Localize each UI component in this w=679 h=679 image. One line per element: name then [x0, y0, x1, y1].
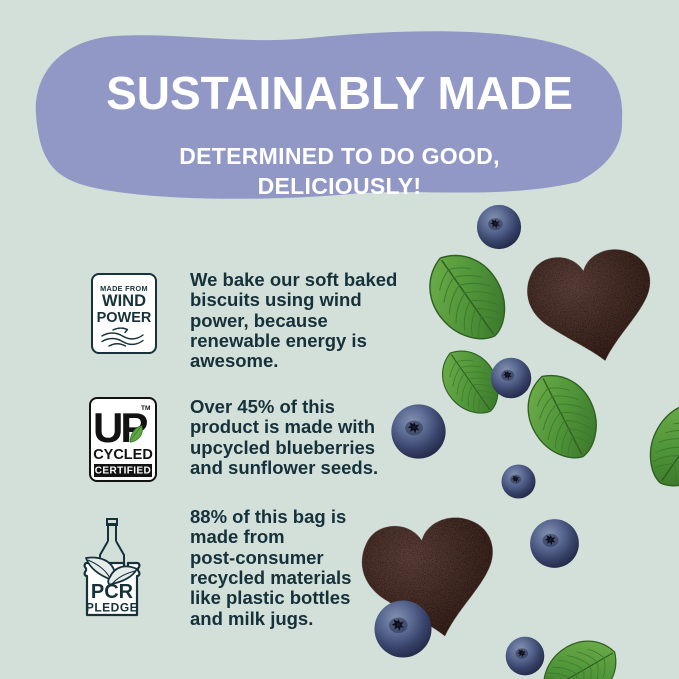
svg-text:CYCLED: CYCLED	[93, 447, 153, 463]
svg-text:WIND: WIND	[102, 292, 146, 310]
svg-text:PLEDGE: PLEDGE	[86, 601, 138, 615]
svg-text:CERTIFIED: CERTIFIED	[95, 466, 151, 477]
svg-text:POWER: POWER	[97, 310, 152, 326]
svg-text:TM: TM	[141, 405, 150, 412]
